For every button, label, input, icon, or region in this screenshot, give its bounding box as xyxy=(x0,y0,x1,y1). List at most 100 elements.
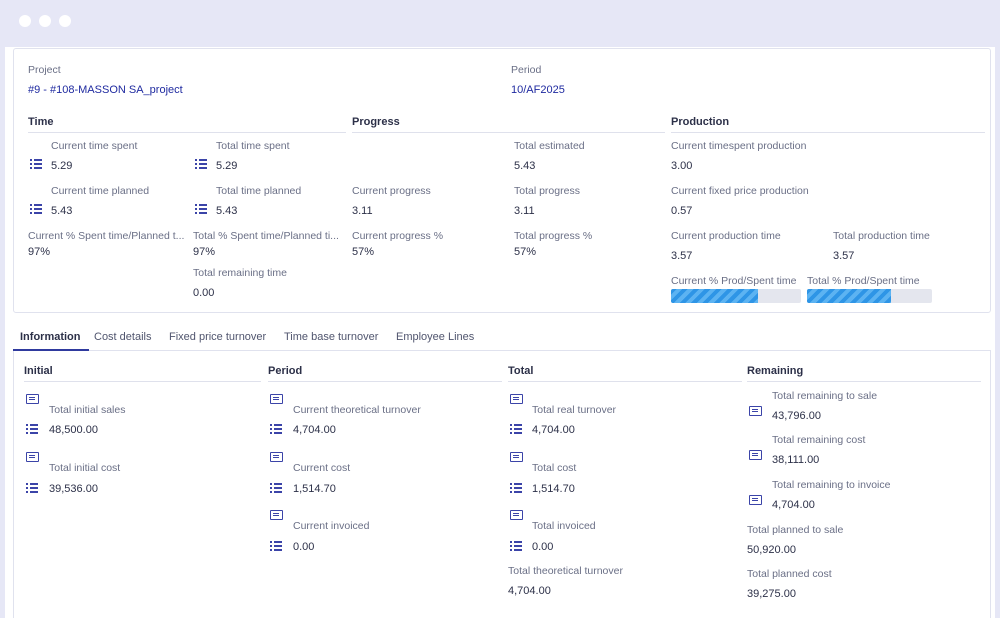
active-tab-indicator xyxy=(13,349,89,351)
project-label: Project xyxy=(28,64,61,76)
current-theoretical-turnover-value: 4,704.00 xyxy=(293,424,336,436)
list-icon[interactable] xyxy=(270,424,282,434)
total-prod-spent-ratio-label: Total % Prod/Spent time xyxy=(807,275,920,287)
current-prod-spent-progress-bar xyxy=(671,289,801,303)
tab-employee-lines[interactable]: Employee Lines xyxy=(396,331,475,343)
document-icon[interactable] xyxy=(26,394,39,404)
document-icon[interactable] xyxy=(749,450,762,460)
document-icon[interactable] xyxy=(749,495,762,505)
period-section-title: Period xyxy=(268,365,303,377)
progress-section-title: Progress xyxy=(352,116,400,128)
current-prod-spent-ratio-label: Current % Prod/Spent time xyxy=(671,275,797,287)
total-pct-spent-label: Total % Spent time/Planned ti... xyxy=(193,230,339,242)
progress-divider xyxy=(352,132,665,133)
current-cost-value: 1,514.70 xyxy=(293,483,336,495)
project-link[interactable]: #9 - #108-MASSON SA_project xyxy=(28,84,183,96)
total-remaining-time-label: Total remaining time xyxy=(193,267,287,279)
total-theoretical-turnover-value: 4,704.00 xyxy=(508,585,551,597)
document-icon[interactable] xyxy=(749,406,762,416)
list-icon[interactable] xyxy=(270,541,282,551)
list-icon[interactable] xyxy=(195,204,207,214)
production-divider xyxy=(671,132,985,133)
tab-bar: Information Cost details Fixed price tur… xyxy=(13,327,991,351)
current-pct-spent-value: 97% xyxy=(28,246,51,258)
total-progress-label: Total progress xyxy=(514,185,580,197)
total-prod-spent-progress-bar xyxy=(807,289,932,303)
tab-fixed-price-turnover[interactable]: Fixed price turnover xyxy=(169,331,267,343)
window-dot-maximize[interactable] xyxy=(59,15,71,27)
list-icon[interactable] xyxy=(270,483,282,493)
total-time-spent-value: 5.29 xyxy=(216,160,238,172)
current-theoretical-turnover-label: Current theoretical turnover xyxy=(293,404,421,416)
current-timespent-production-label: Current timespent production xyxy=(671,140,807,152)
production-section-title: Production xyxy=(671,116,730,128)
total-planned-to-sale-value: 50,920.00 xyxy=(747,544,796,556)
total-real-turnover-value: 4,704.00 xyxy=(532,424,575,436)
current-timespent-production-value: 3.00 xyxy=(671,160,693,172)
total-remaining-cost-label: Total remaining cost xyxy=(772,434,866,446)
total-prod-spent-progress-fill xyxy=(807,289,891,303)
current-time-planned-label: Current time planned xyxy=(51,185,150,197)
tab-information[interactable]: Information xyxy=(20,331,81,343)
total-initial-cost-value: 39,536.00 xyxy=(49,483,98,495)
period-link[interactable]: 10/AF2025 xyxy=(511,84,565,96)
total-time-planned-value: 5.43 xyxy=(216,205,238,217)
document-icon[interactable] xyxy=(270,510,283,520)
total-theoretical-turnover-label: Total theoretical turnover xyxy=(508,565,623,577)
total-production-time-label: Total production time xyxy=(833,230,930,242)
total-invoiced-value: 0.00 xyxy=(532,541,554,553)
total-planned-cost-value: 39,275.00 xyxy=(747,588,796,600)
total-planned-cost-label: Total planned cost xyxy=(747,568,832,580)
list-icon[interactable] xyxy=(30,159,42,169)
total-remaining-cost-value: 38,111.00 xyxy=(772,454,820,466)
total-cost-label: Total cost xyxy=(532,462,577,474)
total-time-spent-label: Total time spent xyxy=(216,140,290,152)
document-icon[interactable] xyxy=(26,452,39,462)
list-icon[interactable] xyxy=(510,541,522,551)
initial-section-title: Initial xyxy=(24,365,53,377)
current-production-time-value: 3.57 xyxy=(671,250,693,262)
list-icon[interactable] xyxy=(26,483,38,493)
remaining-section-title: Remaining xyxy=(747,365,804,377)
total-remaining-to-sale-value: 43,796.00 xyxy=(772,410,821,422)
total-real-turnover-label: Total real turnover xyxy=(532,404,617,416)
document-icon[interactable] xyxy=(510,510,523,520)
list-icon[interactable] xyxy=(195,159,207,169)
current-time-spent-label: Current time spent xyxy=(51,140,138,152)
document-icon[interactable] xyxy=(510,394,523,404)
information-panel: Initial Total initial sales 48,500.00 To… xyxy=(13,351,991,618)
current-progress-label: Current progress xyxy=(352,185,431,197)
list-icon[interactable] xyxy=(510,424,522,434)
total-remaining-to-invoice-label: Total remaining to invoice xyxy=(772,479,891,491)
document-icon[interactable] xyxy=(270,394,283,404)
current-pct-spent-label: Current % Spent time/Planned t... xyxy=(28,230,185,242)
period-label: Period xyxy=(511,64,542,76)
list-icon[interactable] xyxy=(26,424,38,434)
total-estimated-value: 5.43 xyxy=(514,160,536,172)
current-cost-label: Current cost xyxy=(293,462,351,474)
total-production-time-value: 3.57 xyxy=(833,250,855,262)
window-controls xyxy=(19,15,71,27)
list-icon[interactable] xyxy=(510,483,522,493)
total-initial-sales-value: 48,500.00 xyxy=(49,424,98,436)
document-icon[interactable] xyxy=(270,452,283,462)
tab-time-base-turnover[interactable]: Time base turnover xyxy=(284,331,379,343)
time-divider xyxy=(28,132,346,133)
page-content: Project #9 - #108-MASSON SA_project Peri… xyxy=(5,47,995,618)
window-dot-close[interactable] xyxy=(19,15,31,27)
current-invoiced-value: 0.00 xyxy=(293,541,315,553)
tab-cost-details[interactable]: Cost details xyxy=(94,331,152,343)
total-pct-spent-value: 97% xyxy=(193,246,216,258)
total-time-planned-label: Total time planned xyxy=(216,185,302,197)
document-icon[interactable] xyxy=(510,452,523,462)
current-prod-spent-progress-fill xyxy=(671,289,759,303)
list-icon[interactable] xyxy=(30,204,42,214)
current-invoiced-label: Current invoiced xyxy=(293,520,370,532)
total-planned-to-sale-label: Total planned to sale xyxy=(747,524,844,536)
current-production-time-label: Current production time xyxy=(671,230,781,242)
total-cost-value: 1,514.70 xyxy=(532,483,575,495)
summary-card: Project #9 - #108-MASSON SA_project Peri… xyxy=(13,48,991,313)
window-dot-minimize[interactable] xyxy=(39,15,51,27)
total-estimated-label: Total estimated xyxy=(514,140,585,152)
total-initial-sales-label: Total initial sales xyxy=(49,404,126,416)
